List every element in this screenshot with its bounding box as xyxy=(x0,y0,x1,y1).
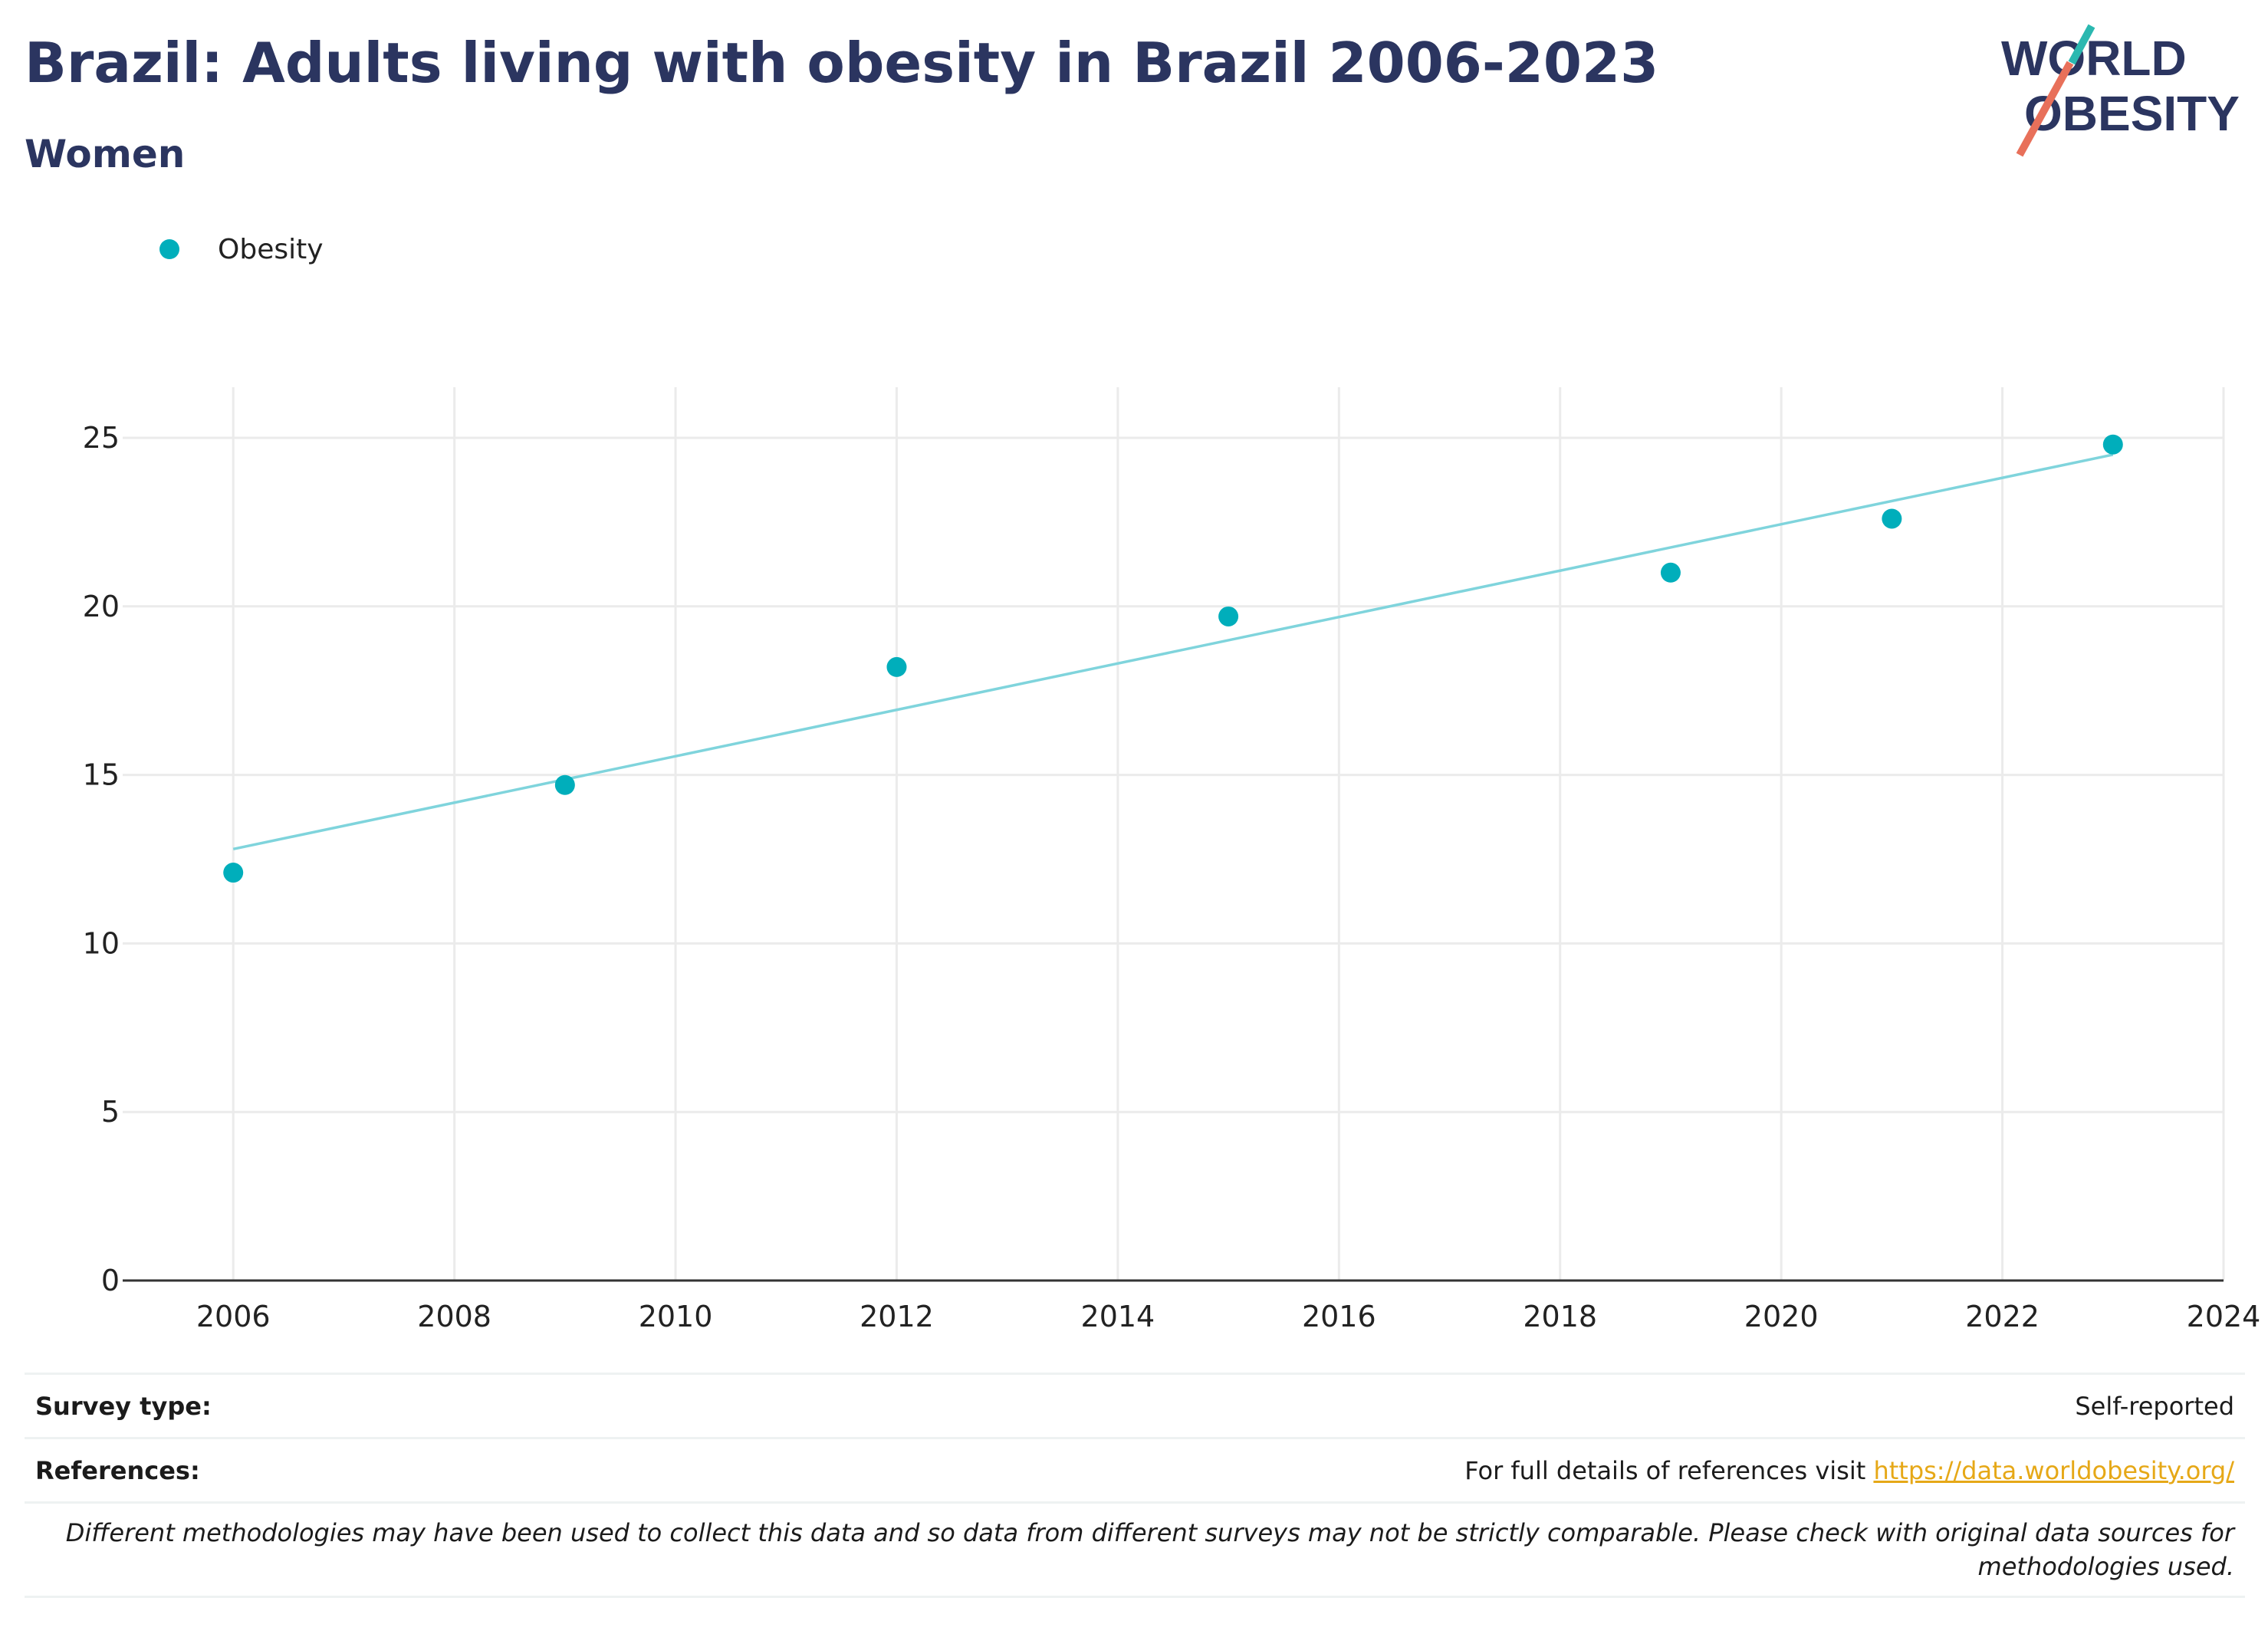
x-tick-label-2022: 2022 xyxy=(1965,1300,2040,1333)
y-tick-label-20: 20 xyxy=(83,590,120,623)
methodology-note: Different methodologies may have been us… xyxy=(65,1518,2234,1581)
y-tick-label-5: 5 xyxy=(101,1095,120,1129)
point-2023 xyxy=(2102,434,2123,455)
vertical-gridlines xyxy=(232,387,2225,1281)
references-text: For full details of references visit xyxy=(1464,1455,1874,1485)
point-2021 xyxy=(1882,508,1902,529)
point-2009 xyxy=(554,774,575,795)
y-tick-label-10: 10 xyxy=(83,926,120,960)
x-tick-label-2024: 2024 xyxy=(2187,1300,2261,1333)
references-row: References: For full details of referenc… xyxy=(25,1437,2245,1501)
x-tick-label-2008: 2008 xyxy=(417,1300,491,1333)
x-tick-label-2016: 2016 xyxy=(1302,1300,1376,1333)
logo-teal-slash xyxy=(2068,24,2095,65)
chart-subtitle: Women xyxy=(25,132,186,176)
point-2012 xyxy=(886,656,907,677)
x-tick-label-2010: 2010 xyxy=(639,1300,713,1333)
y-tick-label-25: 25 xyxy=(83,421,120,455)
x-tick-labels: 2006 2008 2010 2012 2014 2016 2018 2020 2022 2024 xyxy=(196,1300,2261,1333)
legend-label-obesity: Obesity xyxy=(218,233,324,265)
logo-word-world: WORLD xyxy=(2001,31,2187,86)
legend-marker-obesity xyxy=(159,239,179,259)
logo-red-slash xyxy=(2016,61,2074,157)
references-label: References: xyxy=(35,1455,200,1485)
survey-type-row: Survey type: Self-reported xyxy=(25,1373,2245,1437)
world-obesity-logo: WORLD OBESITY xyxy=(2001,24,2240,157)
point-2015 xyxy=(1218,606,1239,626)
y-tick-labels: 0 5 10 15 20 25 xyxy=(83,421,120,1297)
x-tick-label-2014: 2014 xyxy=(1081,1300,1155,1333)
x-tick-label-2012: 2012 xyxy=(860,1300,934,1333)
point-2019 xyxy=(1660,562,1681,583)
references-link[interactable]: https://data.worldobesity.org/ xyxy=(1873,1455,2234,1485)
x-tick-label-2018: 2018 xyxy=(1523,1300,1597,1333)
logo-word-obesity: OBESITY xyxy=(2024,86,2240,141)
trendline xyxy=(232,453,2114,850)
horizontal-gridlines xyxy=(123,436,2224,1113)
chart-area: 2006 2008 2010 2012 2014 2016 2018 2020 2022 2024… xyxy=(83,387,2261,1333)
x-tick-label-2006: 2006 xyxy=(196,1300,271,1333)
y-tick-label-15: 15 xyxy=(83,758,120,792)
point-2006 xyxy=(223,863,244,883)
methodology-note-row: Different methodologies may have been us… xyxy=(25,1501,2245,1598)
references-value: For full details of references visit htt… xyxy=(1464,1456,2234,1485)
chart-title: Brazil: Adults living with obesity in Br… xyxy=(25,31,1659,95)
survey-type-value: Self-reported xyxy=(2075,1391,2234,1421)
y-tick-label-0: 0 xyxy=(101,1264,120,1297)
survey-type-label: Survey type: xyxy=(35,1391,212,1421)
legend: Obesity xyxy=(159,230,324,268)
trendline-line xyxy=(232,453,2114,850)
x-tick-label-2020: 2020 xyxy=(1744,1300,1819,1333)
data-points xyxy=(223,434,2123,883)
footer: Survey type: Self-reported References: F… xyxy=(25,1373,2245,1598)
